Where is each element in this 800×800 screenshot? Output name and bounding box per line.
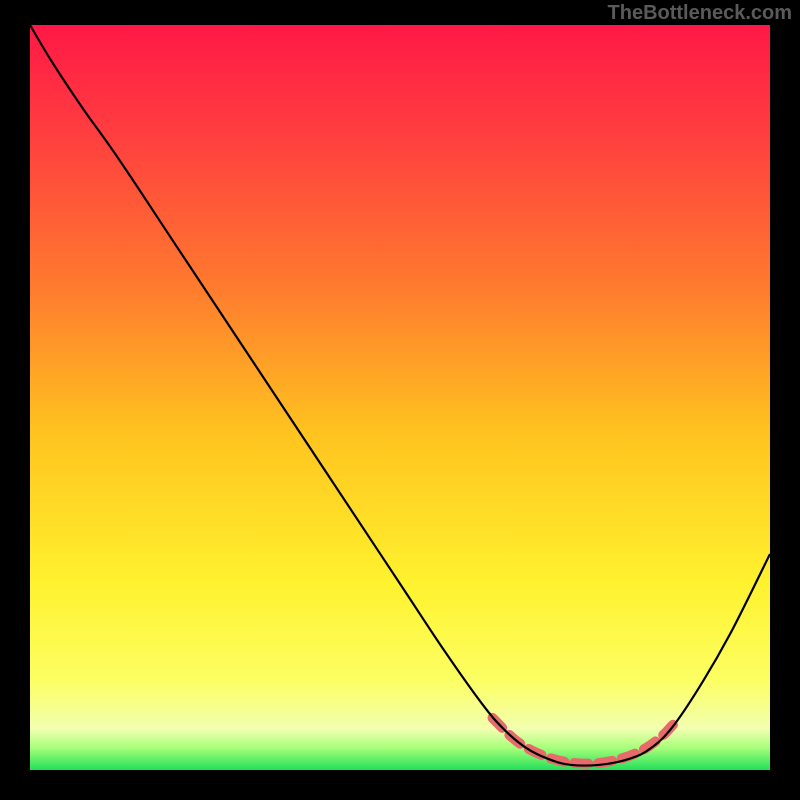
- chart-container: TheBottleneck.com: [0, 0, 800, 800]
- watermark-text: TheBottleneck.com: [608, 2, 792, 25]
- plot-area: [30, 25, 770, 770]
- gradient-background: [30, 25, 770, 770]
- chart-svg: [30, 25, 770, 770]
